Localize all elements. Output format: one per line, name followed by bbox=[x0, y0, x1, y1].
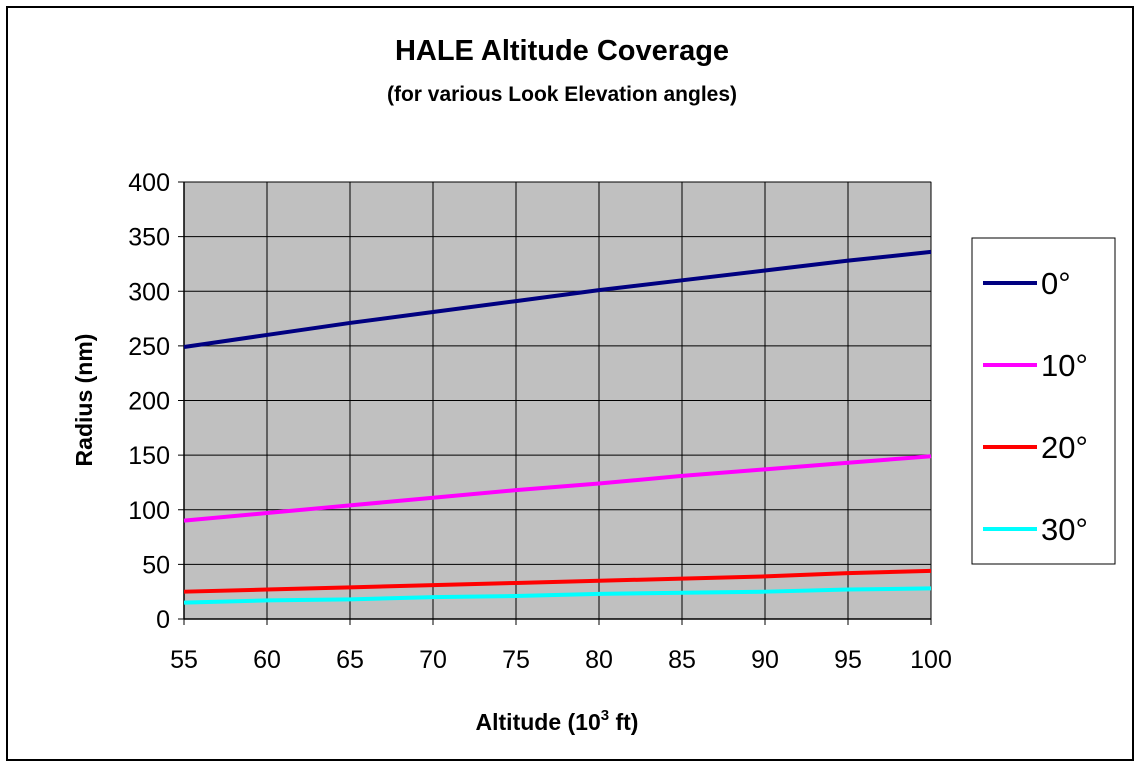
x-tick-label: 75 bbox=[502, 646, 530, 674]
series-line-2 bbox=[183, 568, 932, 594]
legend-box bbox=[971, 237, 1116, 565]
x-tick-labels: 55 60 65 70 75 80 85 90 95 100 bbox=[170, 646, 952, 674]
x-tick-label: 85 bbox=[668, 646, 696, 674]
y-tick-label: 100 bbox=[128, 497, 170, 525]
x-axis-label-prefix: Altitude (10 bbox=[476, 709, 601, 735]
y-tick-labels: 0 50 100 150 200 250 300 350 400 bbox=[128, 169, 170, 634]
y-tick-label: 50 bbox=[142, 551, 170, 579]
x-tick-label: 95 bbox=[834, 646, 862, 674]
x-tick-label: 60 bbox=[253, 646, 281, 674]
series-line-3 bbox=[183, 586, 932, 605]
x-tick-label: 80 bbox=[585, 646, 613, 674]
axes bbox=[178, 181, 932, 625]
chart-subtitle: (for various Look Elevation angles) bbox=[387, 83, 737, 106]
legend-label: 30° bbox=[1041, 512, 1088, 547]
y-tick-label: 250 bbox=[128, 333, 170, 361]
x-tick-label: 100 bbox=[910, 646, 952, 674]
series-line-0 bbox=[183, 249, 932, 349]
y-axis-label: Radius (nm) bbox=[71, 334, 97, 467]
y-tick-label: 350 bbox=[128, 224, 170, 252]
y-tick-label: 150 bbox=[128, 442, 170, 470]
legend-label: 0° bbox=[1041, 266, 1071, 301]
x-tick-label: 90 bbox=[751, 646, 779, 674]
x-axis-label-sup: 3 bbox=[601, 707, 609, 724]
y-tick-label: 300 bbox=[128, 278, 170, 306]
series-line-1 bbox=[183, 454, 932, 523]
legend-label: 10° bbox=[1041, 348, 1088, 383]
legend: 0° 10° 20° 30° bbox=[983, 266, 1088, 547]
y-tick-label: 200 bbox=[128, 388, 170, 416]
legend-label: 20° bbox=[1041, 430, 1088, 465]
grid-lines bbox=[184, 181, 932, 619]
series-lines bbox=[183, 249, 932, 605]
y-tick-label: 400 bbox=[128, 169, 170, 197]
y-tick-label: 0 bbox=[156, 606, 170, 634]
x-tick-label: 70 bbox=[419, 646, 447, 674]
chart-title: HALE Altitude Coverage bbox=[395, 35, 729, 67]
x-axis-label-suffix: ft) bbox=[609, 709, 638, 735]
x-tick-label: 55 bbox=[170, 646, 198, 674]
x-tick-label: 65 bbox=[336, 646, 364, 674]
x-axis-label: Altitude (103 ft) bbox=[476, 707, 639, 735]
